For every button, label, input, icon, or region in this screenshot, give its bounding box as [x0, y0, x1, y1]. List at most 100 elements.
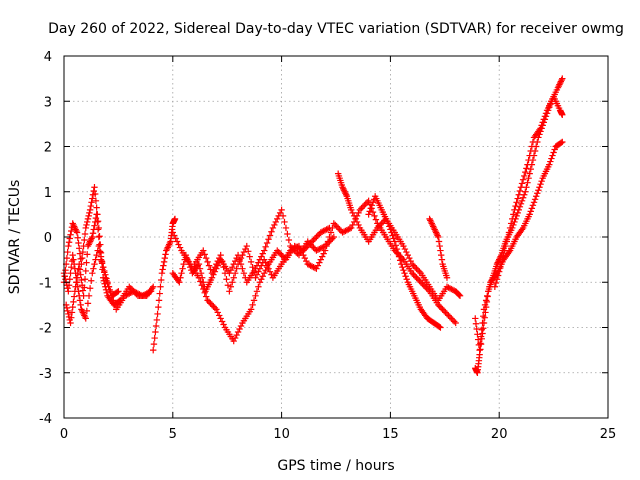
- data-point: [85, 292, 93, 300]
- data-point: [324, 238, 332, 245]
- data-point: [87, 202, 95, 210]
- data-point: [523, 165, 530, 172]
- y-tick-label: -1: [39, 276, 52, 291]
- y-axis-label: SDTVAR / TECUs: [7, 180, 23, 295]
- data-point: [278, 251, 285, 259]
- data-point: [521, 191, 528, 198]
- data-point: [301, 254, 309, 262]
- data-point: [473, 325, 480, 333]
- data-point: [526, 170, 533, 177]
- data-point: [532, 193, 540, 200]
- data-point: [83, 221, 90, 229]
- data-point: [507, 220, 515, 227]
- data-point: [148, 285, 156, 292]
- data-point: [233, 331, 240, 339]
- data-point: [134, 290, 142, 297]
- data-point: [97, 253, 105, 260]
- data-point: [531, 196, 539, 203]
- data-point: [513, 199, 520, 206]
- data-point: [262, 243, 269, 251]
- data-point: [114, 288, 121, 296]
- data-point: [278, 206, 285, 214]
- data-point: [91, 184, 98, 191]
- data-point: [86, 239, 93, 247]
- data-point: [493, 276, 501, 283]
- data-point: [369, 208, 377, 216]
- data-point: [436, 242, 443, 250]
- points-layer: [60, 75, 566, 376]
- data-point: [65, 239, 73, 246]
- data-point: [176, 244, 184, 251]
- data-point: [472, 320, 480, 327]
- data-point: [77, 301, 84, 309]
- data-point: [227, 283, 235, 290]
- data-point: [127, 289, 134, 297]
- data-point: [512, 202, 519, 210]
- data-point: [157, 276, 165, 284]
- data-point: [152, 328, 159, 336]
- data-point: [95, 242, 103, 250]
- series-track-m: [491, 93, 566, 290]
- data-point: [559, 138, 566, 146]
- data-point: [419, 280, 426, 287]
- data-point: [356, 206, 364, 214]
- data-point: [477, 346, 484, 353]
- data-point: [64, 307, 71, 315]
- data-point: [477, 333, 485, 340]
- data-point: [84, 218, 91, 226]
- data-point: [180, 260, 187, 268]
- data-point: [288, 246, 295, 254]
- data-point: [313, 247, 320, 254]
- data-point: [559, 111, 566, 119]
- data-point: [130, 288, 137, 295]
- data-point: [290, 245, 297, 253]
- data-point: [391, 238, 398, 245]
- data-point: [330, 220, 338, 227]
- data-point: [62, 266, 69, 274]
- data-point: [73, 274, 80, 281]
- data-point: [317, 229, 324, 236]
- data-point: [126, 283, 133, 290]
- data-point: [75, 239, 82, 247]
- data-point: [408, 270, 416, 277]
- data-point: [366, 208, 373, 215]
- data-point: [234, 328, 242, 336]
- data-point: [70, 221, 77, 229]
- data-point: [509, 215, 516, 223]
- x-tick-label: 20: [491, 427, 508, 442]
- data-point: [529, 138, 537, 146]
- data-point: [326, 233, 333, 241]
- data-point: [413, 274, 420, 281]
- data-point: [210, 266, 217, 274]
- data-point: [350, 212, 358, 220]
- data-point: [323, 242, 330, 250]
- data-point: [162, 251, 169, 258]
- data-point: [400, 242, 407, 250]
- data-point: [300, 251, 307, 259]
- data-point: [247, 306, 255, 313]
- data-point: [456, 291, 463, 299]
- data-point: [276, 209, 284, 217]
- data-point: [88, 235, 95, 242]
- data-point: [528, 143, 536, 150]
- data-point: [202, 293, 210, 300]
- data-point: [541, 113, 549, 120]
- data-point: [262, 259, 269, 266]
- data-point: [448, 285, 455, 293]
- data-point: [434, 232, 441, 239]
- data-point: [64, 248, 71, 256]
- data-point: [74, 283, 81, 290]
- data-point: [538, 177, 545, 185]
- data-point: [349, 209, 356, 217]
- data-point: [216, 254, 223, 262]
- data-point: [161, 254, 169, 262]
- data-point: [536, 126, 543, 134]
- data-point: [546, 161, 553, 168]
- data-point: [472, 315, 479, 322]
- data-point: [437, 247, 444, 254]
- data-point: [554, 84, 562, 91]
- data-point: [506, 224, 514, 232]
- data-point: [150, 283, 157, 290]
- data-point: [308, 263, 316, 270]
